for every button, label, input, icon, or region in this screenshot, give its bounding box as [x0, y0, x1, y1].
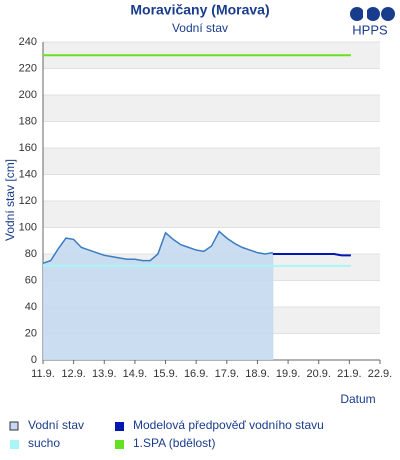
x-tick-label: 21.9. [337, 368, 361, 380]
grid-band [43, 201, 380, 228]
legend-label: 1.SPA (bdělost) [133, 436, 216, 450]
chart-title: Moravičany (Morava) [130, 2, 269, 18]
y-axis-label: Vodní stav [cm] [3, 159, 17, 241]
logo-dot [381, 7, 395, 21]
logo-text: HPPS [352, 22, 388, 37]
y-tick-label: 220 [19, 62, 37, 74]
x-tick-label: 14.9. [123, 368, 147, 380]
legend-label: Vodní stav [28, 418, 84, 432]
x-tick-label: 12.9. [61, 368, 85, 380]
y-tick-label: 80 [25, 248, 37, 260]
area [43, 231, 273, 360]
y-tick-label: 160 [19, 142, 37, 154]
y-tick-label: 60 [25, 274, 37, 286]
x-tick-label: 11.9. [31, 368, 55, 380]
grid-band [43, 148, 380, 175]
x-tick-label: 17.9. [215, 368, 239, 380]
logo-dot [350, 7, 364, 21]
x-tick-label: 22.9. [368, 368, 392, 380]
series-line [272, 253, 351, 257]
x-tick-label: 20.9. [306, 368, 330, 380]
legend-swatch [9, 421, 19, 431]
logo-dot [366, 7, 380, 21]
x-axis-label: Datum [340, 392, 375, 406]
legend-label: sucho [28, 436, 60, 450]
x-tick-label: 16.9. [184, 368, 208, 380]
legend-swatch [10, 440, 19, 449]
y-tick-label: 140 [19, 168, 37, 180]
logo-gap [363, 5, 367, 23]
y-tick-label: 180 [19, 115, 37, 127]
y-tick-label: 20 [25, 327, 37, 339]
y-tick-label: 40 [25, 301, 37, 313]
legend-swatch [115, 440, 124, 449]
x-tick-label: 15.9. [153, 368, 177, 380]
y-tick-label: 100 [19, 221, 37, 233]
grid-band [43, 95, 380, 122]
x-tick-label: 18.9. [245, 368, 269, 380]
y-tick-label: 0 [31, 354, 37, 366]
x-tick-label: 19.9. [276, 368, 300, 380]
series-line [42, 230, 273, 264]
legend-label: Modelová předpověď vodního stavu [133, 418, 324, 432]
y-tick-label: 240 [19, 36, 37, 48]
x-tick-label: 13.9. [92, 368, 116, 380]
y-tick-label: 120 [19, 195, 37, 207]
chart-subtitle: Vodní stav [172, 21, 228, 35]
legend-swatch [115, 422, 124, 431]
logo: HPPS [350, 5, 395, 37]
y-tick-label: 200 [19, 89, 37, 101]
